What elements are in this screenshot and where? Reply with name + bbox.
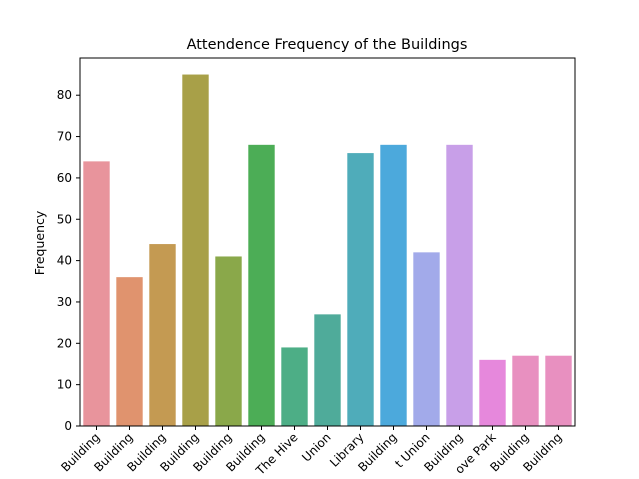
y-tick-label-2: 20 <box>57 336 72 350</box>
bar-1 <box>116 277 143 426</box>
bar-5 <box>248 144 275 426</box>
bars-group <box>83 74 572 426</box>
bar-3 <box>182 74 209 426</box>
bar-8 <box>347 153 374 426</box>
y-tick-label-1: 10 <box>57 378 72 392</box>
bar-12 <box>479 359 506 426</box>
bar-13 <box>512 355 539 426</box>
y-axis-label: Frequency <box>32 210 47 275</box>
bar-6 <box>281 347 308 426</box>
y-tick-label-3: 30 <box>57 295 72 309</box>
y-tick-label-4: 40 <box>57 254 72 268</box>
y-tick-label-7: 70 <box>57 130 72 144</box>
y-tick-label-8: 80 <box>57 88 72 102</box>
bar-10 <box>413 252 440 426</box>
bar-9 <box>380 144 407 426</box>
bar-0 <box>83 161 110 426</box>
bar-11 <box>446 144 473 426</box>
y-tick-label-5: 50 <box>57 212 72 226</box>
chart-title: Attendence Frequency of the Buildings <box>187 37 468 53</box>
y-tick-label-6: 60 <box>57 171 72 185</box>
bar-2 <box>149 244 176 426</box>
y-tick-label-0: 0 <box>64 419 72 433</box>
bar-4 <box>215 256 242 426</box>
plot-area-frame <box>79 57 576 427</box>
y-axis-ticks: 0 10 20 30 40 50 60 70 80 <box>57 88 80 433</box>
bar-14 <box>545 355 572 426</box>
x-axis-ticks: BuildingBuildingBuildingBuildingBuilding… <box>58 426 565 478</box>
bar-7 <box>314 314 341 426</box>
